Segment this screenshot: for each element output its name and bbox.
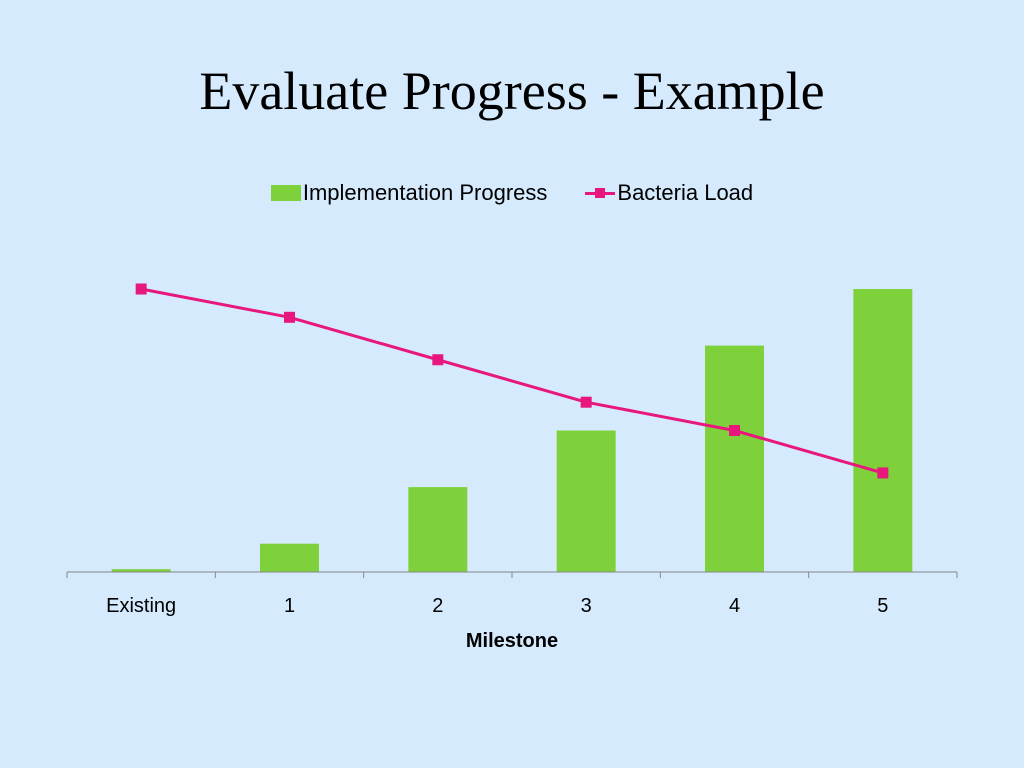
bar-implementation-progress xyxy=(408,487,468,572)
bar-implementation-progress xyxy=(260,543,319,572)
legend-swatch-bar xyxy=(270,185,301,201)
marker-bacteria-load xyxy=(432,354,444,366)
chart-legend: Implementation Progress Bacteria Load xyxy=(0,180,1024,206)
slide-title: Evaluate Progress - Example xyxy=(199,61,825,121)
bar-implementation-progress xyxy=(111,569,171,572)
x-tick-label: 4 xyxy=(729,595,740,617)
line-bacteria-load xyxy=(140,287,884,475)
x-tick-label: 1 xyxy=(284,595,295,617)
marker-bacteria-load xyxy=(135,283,147,295)
legend-label-implementation-progress: Implementation Progress xyxy=(302,180,548,205)
bar-implementation-progress xyxy=(705,345,764,572)
marker-bacteria-load xyxy=(729,425,740,436)
x-tick-label: 3 xyxy=(581,595,592,617)
marker-bacteria-load xyxy=(284,311,295,323)
x-tick-label: 5 xyxy=(877,595,888,617)
legend-item-bacteria-load: Bacteria Load xyxy=(585,180,753,206)
x-tick-label: 2 xyxy=(432,595,443,617)
x-axis-title: Milestone xyxy=(466,630,558,652)
bar-implementation-progress xyxy=(556,430,616,572)
legend-swatch-line xyxy=(585,185,616,201)
marker-bacteria-load xyxy=(877,467,889,479)
legend-label-bacteria-load: Bacteria Load xyxy=(617,180,754,205)
x-tick-label: Existing xyxy=(106,595,176,617)
legend-item-implementation-progress: Implementation Progress xyxy=(270,180,548,206)
bar-implementation-progress xyxy=(853,289,913,572)
marker-bacteria-load xyxy=(580,396,592,408)
